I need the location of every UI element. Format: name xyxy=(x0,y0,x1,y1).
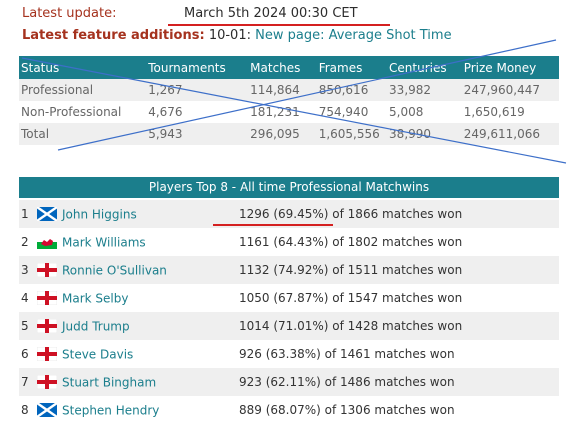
table-cell: Non-Professional xyxy=(19,101,147,123)
col-tournaments-header: Tournaments xyxy=(146,56,249,79)
player-name-link[interactable]: Mark Selby xyxy=(62,291,129,306)
col-status-header: Status xyxy=(19,56,147,79)
england-flag-icon xyxy=(37,263,57,278)
table-cell: 249,611,066 xyxy=(461,123,559,145)
player-row: 7 Stuart Bingham 923 (62.11%) of 1486 ma… xyxy=(19,368,559,396)
player-cell: Ronnie O'Sullivan xyxy=(37,256,239,284)
update-red-underline xyxy=(168,24,390,26)
table-cell: 247,960,447 xyxy=(461,79,559,101)
table-cell: 1,605,556 xyxy=(316,123,388,145)
player-row: 8 Stephen Hendry 889 (68.07%) of 1306 ma… xyxy=(19,396,559,424)
latest-features-label: Latest feature additions: xyxy=(22,28,205,43)
player-matchwins: 1050 (67.87%) of 1547 matches won xyxy=(239,284,559,312)
england-flag-icon xyxy=(37,319,57,334)
table-cell: 296,095 xyxy=(248,123,317,145)
scotland-flag-icon xyxy=(37,403,57,418)
wales-flag-icon xyxy=(37,235,57,250)
player-matchwins: 889 (68.07%) of 1306 matches won xyxy=(239,396,559,424)
latest-update-row: Latest update: March 5th 2024 00:30 CET xyxy=(22,6,358,24)
player-cell: Mark Selby xyxy=(37,284,239,312)
player-rank: 8 xyxy=(19,396,37,424)
player-rank: 5 xyxy=(19,312,37,340)
table-cell: 38,990 xyxy=(387,123,462,145)
player-name-link[interactable]: Stephen Hendry xyxy=(62,403,160,418)
latest-update-value: March 5th 2024 00:30 CET xyxy=(184,6,358,21)
top8-players-table: 1 John Higgins 1296 (69.45%) of 1866 mat… xyxy=(19,200,559,424)
player-matchwins: 1132 (74.92%) of 1511 matches won xyxy=(239,256,559,284)
scotland-flag-icon xyxy=(37,207,57,222)
england-flag-icon xyxy=(37,375,57,390)
player-cell: John Higgins xyxy=(37,200,239,228)
table-cell: 114,864 xyxy=(248,79,317,101)
player-name-link[interactable]: John Higgins xyxy=(62,207,137,222)
table-cell: 5,008 xyxy=(387,101,462,123)
table-cell: 1,650,619 xyxy=(461,101,559,123)
stats-row-total: Total 5,943 296,095 1,605,556 38,990 249… xyxy=(19,123,559,145)
status-summary-table: Status Tournaments Matches Frames Centur… xyxy=(19,56,559,145)
table-cell: 754,940 xyxy=(316,101,388,123)
england-flag-icon xyxy=(37,291,57,306)
player-row: 5 Judd Trump 1014 (71.01%) of 1428 match… xyxy=(19,312,559,340)
player-matchwins: 926 (63.38%) of 1461 matches won xyxy=(239,340,559,368)
player-row: 6 Steve Davis 926 (63.38%) of 1461 match… xyxy=(19,340,559,368)
feature-link-average-shot-time[interactable]: New page: Average Shot Time xyxy=(255,28,452,43)
player-matchwins: 923 (62.11%) of 1486 matches won xyxy=(239,368,559,396)
col-centuries-header: Centuries xyxy=(387,56,462,79)
player-rank: 6 xyxy=(19,340,37,368)
player-cell: Stuart Bingham xyxy=(37,368,239,396)
player-cell: Stephen Hendry xyxy=(37,396,239,424)
table-cell: 850,616 xyxy=(316,79,388,101)
player-row: 1 John Higgins 1296 (69.45%) of 1866 mat… xyxy=(19,200,559,228)
table-cell: 4,676 xyxy=(146,101,249,123)
col-frames-header: Frames xyxy=(316,56,388,79)
player-row: 3 Ronnie O'Sullivan 1132 (74.92%) of 151… xyxy=(19,256,559,284)
england-flag-icon xyxy=(37,347,57,362)
player-name-link[interactable]: Mark Williams xyxy=(62,235,146,250)
player-rank: 3 xyxy=(19,256,37,284)
player-row: 2 Mark Williams 1161 (64.43%) of 1802 ma… xyxy=(19,228,559,256)
stats-row-professional: Professional 1,267 114,864 850,616 33,98… xyxy=(19,79,559,101)
table-cell: 5,943 xyxy=(146,123,249,145)
player-rank: 4 xyxy=(19,284,37,312)
stats-row-non-professional: Non-Professional 4,676 181,231 754,940 5… xyxy=(19,101,559,123)
player-row: 4 Mark Selby 1050 (67.87%) of 1547 match… xyxy=(19,284,559,312)
latest-update-label: Latest update: xyxy=(22,6,117,21)
player-rank: 1 xyxy=(19,200,37,228)
player-name-link[interactable]: Judd Trump xyxy=(62,319,130,334)
player-matchwins: 1014 (71.01%) of 1428 matches won xyxy=(239,312,559,340)
stats-header-row: Status Tournaments Matches Frames Centur… xyxy=(19,56,559,79)
col-matches-header: Matches xyxy=(248,56,317,79)
table-cell: 181,231 xyxy=(248,101,317,123)
player-cell: Judd Trump xyxy=(37,312,239,340)
table-cell: Professional xyxy=(19,79,147,101)
col-prize-money-header: Prize Money xyxy=(461,56,559,79)
player-matchwins: 1161 (64.43%) of 1802 matches won xyxy=(239,228,559,256)
latest-features-row: Latest feature additions: 10-01: New pag… xyxy=(22,28,452,43)
player-rank: 7 xyxy=(19,368,37,396)
table-cell: Total xyxy=(19,123,147,145)
player-cell: Mark Williams xyxy=(37,228,239,256)
player-rank: 2 xyxy=(19,228,37,256)
table-cell: 33,982 xyxy=(387,79,462,101)
top8-title: Players Top 8 - All time Professional Ma… xyxy=(19,177,559,198)
player-cell: Steve Davis xyxy=(37,340,239,368)
player-name-link[interactable]: Steve Davis xyxy=(62,347,134,362)
player-matchwins: 1296 (69.45%) of 1866 matches won xyxy=(239,200,559,228)
feature-date: 10-01: xyxy=(208,28,251,43)
player-name-link[interactable]: Stuart Bingham xyxy=(62,375,157,390)
table-cell: 1,267 xyxy=(146,79,249,101)
player-name-link[interactable]: Ronnie O'Sullivan xyxy=(62,263,167,278)
higgins-red-underline xyxy=(213,224,333,226)
